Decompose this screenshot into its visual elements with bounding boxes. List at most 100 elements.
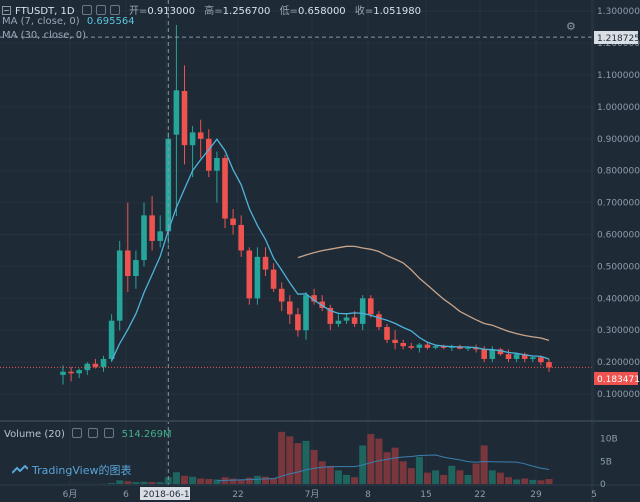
volume-bar	[132, 482, 140, 484]
candle	[230, 209, 236, 235]
chart-settings-icon[interactable]: ⚙	[566, 20, 576, 33]
candle	[521, 352, 528, 363]
ma7-value: 0.695564	[86, 16, 135, 27]
volume-label[interactable]: Volume (20)	[4, 429, 65, 440]
volume-bar	[172, 472, 180, 484]
candle	[440, 344, 447, 350]
volume-bar	[229, 478, 237, 484]
price-axis[interactable]: 1.300000 1.200000 1.100000 1.000000 0.900000…	[597, 7, 640, 400]
candle	[197, 119, 204, 158]
ma7-line	[111, 138, 550, 362]
candle	[408, 343, 415, 350]
volume-bar	[399, 461, 407, 484]
candle	[270, 263, 277, 292]
volume-bars	[59, 431, 553, 484]
time-axis[interactable]: 6月 6 22 7月 8 15 22 29 5	[63, 489, 597, 500]
candle-body	[303, 295, 309, 331]
tradingview-logo-icon	[12, 465, 28, 474]
candle-body	[246, 250, 253, 299]
candle-body	[230, 218, 236, 225]
candle-body	[189, 132, 196, 146]
candle-body	[368, 298, 374, 315]
volume-bar	[456, 470, 464, 484]
candle	[343, 314, 350, 324]
candle	[214, 151, 220, 203]
candle-body	[238, 224, 244, 251]
volume-bar	[270, 478, 278, 484]
candle-body	[497, 349, 504, 355]
volume-bar	[529, 479, 537, 484]
candle-body	[359, 298, 366, 324]
volume-bar	[181, 475, 188, 484]
volume-bar	[448, 465, 456, 484]
volume-more-icon[interactable]	[104, 428, 115, 438]
candle	[149, 196, 155, 251]
volume-bar	[488, 470, 496, 484]
tradingview-watermark[interactable]: TradingView的图表	[12, 462, 131, 478]
candle	[416, 343, 423, 353]
volume-bar	[108, 483, 116, 484]
candle-body	[530, 357, 536, 359]
candle	[368, 295, 374, 318]
candle	[359, 295, 366, 331]
candle	[489, 346, 496, 363]
candle	[206, 129, 212, 178]
candle-body	[311, 295, 317, 302]
candle	[246, 247, 253, 305]
price-tick-label: 0.900000	[597, 135, 640, 145]
candle-body	[222, 157, 228, 219]
crosshair-date-label: 2018-06-13	[143, 490, 195, 500]
ma7-row[interactable]: MA (7, close, 0) 0.695564	[2, 16, 135, 27]
volume-bar	[245, 477, 253, 484]
volume-bar	[383, 452, 391, 484]
collapse-icon[interactable]	[2, 6, 11, 15]
candle	[173, 25, 180, 217]
candle-body	[181, 90, 188, 146]
more-icon[interactable]	[109, 5, 120, 15]
candle-body	[197, 132, 204, 139]
candle	[92, 358, 99, 369]
candle-body	[400, 343, 406, 347]
visibility-eye-icon[interactable]	[81, 5, 92, 15]
settings-icon[interactable]	[95, 5, 106, 15]
volume-bar	[262, 476, 269, 484]
volume-bar	[156, 482, 164, 484]
volume-bar	[415, 456, 423, 484]
candle-body	[149, 215, 155, 241]
candle-body	[351, 317, 358, 324]
candle-body	[546, 362, 552, 368]
volume-eye-icon[interactable]	[72, 428, 83, 438]
candle-body	[327, 307, 334, 324]
volume-bar	[334, 470, 342, 484]
time-tick-label: 8	[365, 490, 371, 500]
ma30-label: MA (30, close, 0)	[2, 30, 87, 41]
volume-bar	[424, 472, 431, 484]
close-value: 1.051980	[373, 6, 421, 17]
candle-body	[489, 349, 496, 359]
candle	[157, 215, 163, 248]
candle	[303, 291, 309, 340]
volume-bar	[505, 477, 512, 484]
volume-bar	[294, 443, 302, 484]
candle-body	[416, 344, 423, 348]
volume-axis[interactable]: 10B 5B 0	[600, 435, 618, 490]
candle	[100, 355, 107, 372]
price-tick-label: 0.300000	[597, 326, 640, 336]
volume-bar	[197, 478, 205, 484]
ma30-row[interactable]: MA (30, close, 0)	[2, 30, 86, 41]
symbol-label[interactable]: FTUSDT, 1D	[15, 6, 75, 17]
candle	[295, 307, 301, 337]
price-tick-label: 1.300000	[597, 7, 640, 17]
volume-bar	[537, 480, 545, 484]
candle	[311, 288, 317, 305]
ma7-label: MA (7, close, 0)	[2, 16, 80, 27]
volume-settings-icon[interactable]	[88, 428, 99, 438]
last-price-tag: 0.183471	[594, 372, 640, 385]
volume-bar	[205, 479, 213, 484]
volume-bar	[432, 470, 440, 484]
time-tick-label: 5	[591, 490, 597, 500]
low-label: 低=	[279, 6, 298, 17]
time-tick-label: 22	[474, 490, 485, 500]
price-tick-label: 0.800000	[597, 167, 640, 177]
